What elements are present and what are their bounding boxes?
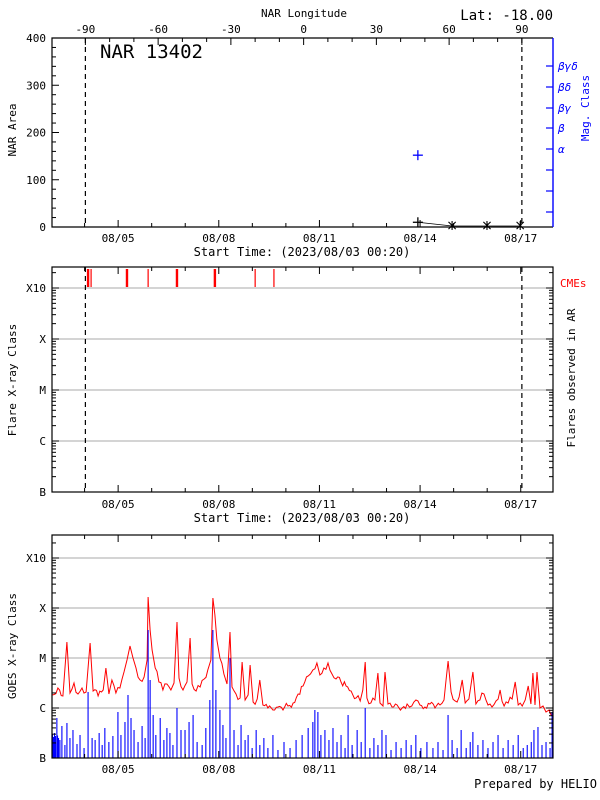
area-tick-label: 100	[26, 174, 46, 187]
longitude-tick-label: 0	[300, 23, 307, 36]
area-tick-label: 300	[26, 79, 46, 92]
x-tick-label: 08/08	[202, 232, 235, 245]
x-tick-label: 08/08	[202, 498, 235, 511]
area-trend-line	[417, 221, 521, 227]
prepared-by-credit: Prepared by HELIO	[474, 777, 597, 791]
flare-ytick-label: M	[39, 384, 46, 397]
goes-y-axis-label: GOES X-ray Class	[6, 593, 19, 699]
x-tick-label: 08/11	[303, 763, 336, 776]
area-star-marker	[448, 221, 457, 230]
x-tick-label: 08/17	[504, 763, 537, 776]
start-time-label-middle: Start Time: (2023/08/03 00:20)	[194, 511, 411, 525]
start-time-label-top: Start Time: (2023/08/03 00:20)	[194, 245, 411, 259]
area-tick-label: 200	[26, 127, 46, 140]
x-tick-label: 08/14	[404, 232, 437, 245]
goes-ytick-label: B	[39, 752, 46, 765]
longitude-tick-label: 60	[442, 23, 455, 36]
tick-labels: 08/05 08/08 08/11 08/14 08/17 08/05 08/08 08/11…	[26, 23, 578, 776]
axes-and-ticks	[51, 37, 554, 759]
area-panel-frame	[51, 37, 553, 228]
area-star-marker	[516, 221, 525, 230]
goes-ytick-label: X	[39, 602, 46, 615]
flares-observed-label: Flares observed in AR	[565, 308, 578, 447]
flare-ytick-label: X	[39, 333, 46, 346]
x-tick-label: 08/05	[102, 232, 135, 245]
goes-long-flux-line	[51, 596, 554, 717]
cme-label: CMEs	[560, 277, 587, 290]
mag-class-tick-label: α	[558, 143, 565, 156]
longitude-tick-label: 90	[515, 23, 528, 36]
longitude-tick-label: 30	[370, 23, 383, 36]
x-tick-label: 08/14	[404, 498, 437, 511]
area-tick-label: 0	[39, 221, 46, 234]
flare-panel-frame	[51, 266, 554, 493]
goes-ytick-label: X10	[26, 552, 46, 565]
area-tick-label: 400	[26, 32, 46, 45]
x-tick-label: 08/11	[303, 232, 336, 245]
x-tick-label: 08/08	[202, 763, 235, 776]
goes-ytick-label: M	[39, 652, 46, 665]
plot-data	[51, 38, 554, 758]
flare-ytick-label: X10	[26, 282, 46, 295]
flare-ytick-label: B	[39, 486, 46, 499]
mag-class-axis-label: Mag. Class	[579, 75, 592, 141]
x-tick-label: 08/17	[504, 498, 537, 511]
area-y-axis-label: NAR Area	[6, 104, 19, 157]
longitude-axis-title: NAR Longitude	[261, 7, 347, 20]
x-tick-label: 08/05	[102, 498, 135, 511]
mag-class-tick-label: βγδ	[557, 60, 578, 73]
x-tick-label: 08/11	[303, 498, 336, 511]
page-title: NAR 13402	[100, 41, 203, 63]
longitude-tick-label: -30	[221, 23, 241, 36]
flare-y-axis-label: Flare X-ray Class	[6, 324, 19, 437]
latitude-label: Lat: -18.00	[460, 8, 553, 24]
longitude-tick-label: -90	[75, 23, 95, 36]
goes-panel-frame	[51, 534, 554, 759]
x-tick-label: 08/05	[102, 763, 135, 776]
x-tick-label: 08/14	[404, 763, 437, 776]
mag-class-tick-label: β	[557, 122, 565, 135]
goes-ytick-label: C	[39, 702, 46, 715]
longitude-tick-label: -60	[148, 23, 168, 36]
mag-class-tick-label: βδ	[557, 81, 571, 94]
gridlines	[52, 287, 553, 709]
mag-class-tick-label: βγ	[557, 102, 572, 115]
flare-ytick-label: C	[39, 435, 46, 448]
x-tick-label: 08/17	[504, 232, 537, 245]
